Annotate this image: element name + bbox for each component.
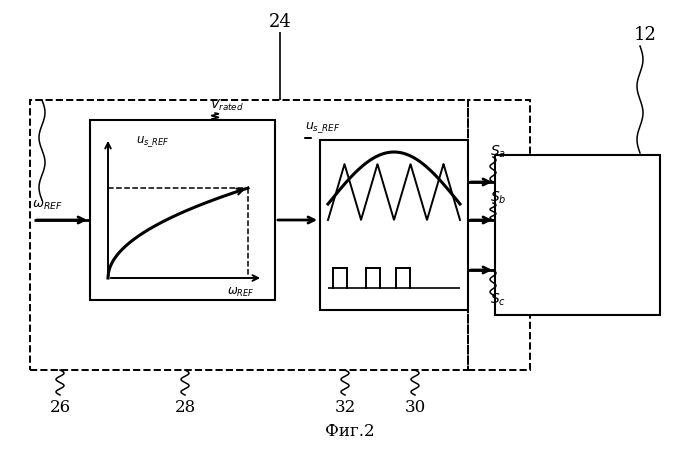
Bar <box>90 120 275 300</box>
Text: 24: 24 <box>268 13 291 31</box>
Bar <box>495 155 660 315</box>
Text: $V_{rated}$: $V_{rated}$ <box>210 97 244 113</box>
Text: $\omega_{REF}$: $\omega_{REF}$ <box>32 198 63 212</box>
Text: 28: 28 <box>174 400 196 417</box>
Text: 12: 12 <box>633 26 656 44</box>
Text: $u_{s\_REF}$: $u_{s\_REF}$ <box>136 135 170 149</box>
Text: $S_c$: $S_c$ <box>490 292 506 308</box>
Bar <box>468 100 530 370</box>
Text: 26: 26 <box>50 400 71 417</box>
Text: 32: 32 <box>334 400 356 417</box>
Text: $u_{s\_REF}$: $u_{s\_REF}$ <box>305 120 340 135</box>
Text: $\omega_{REF}$: $\omega_{REF}$ <box>227 285 255 299</box>
Text: $S_b$: $S_b$ <box>490 190 507 206</box>
Text: $S_a$: $S_a$ <box>490 144 506 160</box>
Bar <box>320 140 468 310</box>
Text: Фиг.2: Фиг.2 <box>325 423 375 441</box>
Bar <box>30 100 468 370</box>
Text: 30: 30 <box>405 400 426 417</box>
